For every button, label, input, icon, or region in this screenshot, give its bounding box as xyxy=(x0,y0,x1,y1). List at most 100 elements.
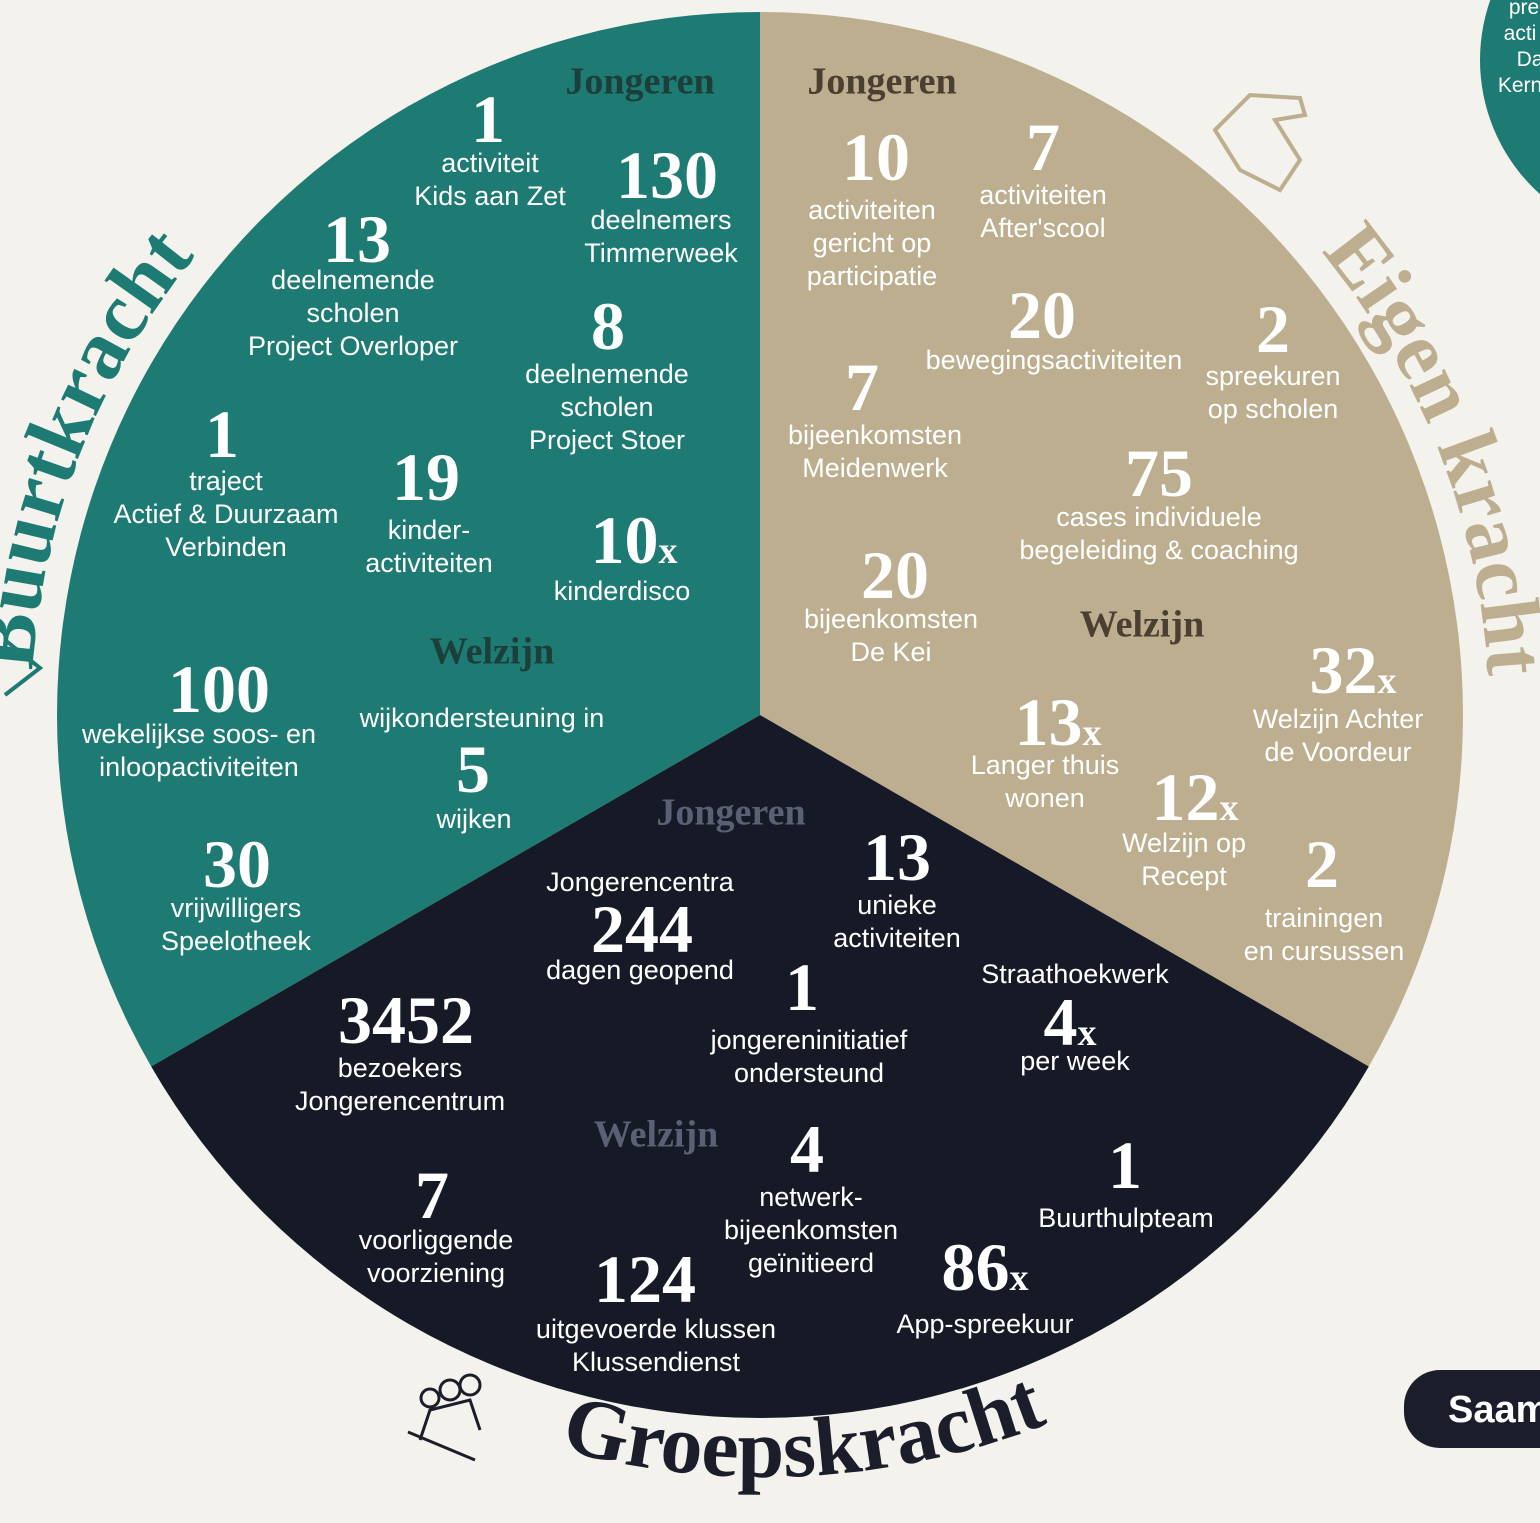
stat-label: bijeenkomsten xyxy=(788,420,962,450)
stat-label: Project Stoer xyxy=(529,425,685,455)
stat-number-value: 3452 xyxy=(338,982,474,1058)
stat-label: Klussendienst xyxy=(572,1347,741,1377)
stat-label: activiteiten xyxy=(833,923,961,953)
stat-number-value: 7 xyxy=(415,1157,449,1233)
section-heading: Welzijn xyxy=(430,631,555,673)
stat-number: 32x xyxy=(1310,632,1397,708)
section-heading: Welzijn xyxy=(594,1114,719,1156)
stat-number: 100 xyxy=(168,651,270,727)
stat-label: participatie xyxy=(807,261,938,291)
stat-number: 7 xyxy=(845,349,879,425)
stat-label: inloopactiviteiten xyxy=(99,752,299,782)
stat-label: per week xyxy=(1020,1046,1130,1076)
stat-label: jongereninitiatief xyxy=(710,1025,908,1055)
section-heading: Jongeren xyxy=(565,61,714,103)
wedge xyxy=(151,715,1369,1418)
stat-number: 19 xyxy=(392,439,460,515)
stat-label: Jongerencentra xyxy=(546,867,735,897)
stat-number-value: 7 xyxy=(1026,109,1060,185)
stat-number-value: 19 xyxy=(392,439,460,515)
stat-label: wonen xyxy=(1004,783,1085,813)
section-heading: Jongeren xyxy=(807,61,956,103)
stat-number: 20 xyxy=(861,537,929,613)
arrow-icon xyxy=(3,638,44,697)
edge-text: acti xyxy=(1504,22,1537,45)
stat-label: gericht op xyxy=(813,228,932,258)
stat-label: After'scool xyxy=(980,213,1105,243)
section-heading: Welzijn xyxy=(1080,604,1205,646)
stat-number-value: 13 xyxy=(323,201,391,277)
stat-number-value: 1 xyxy=(1108,1127,1142,1203)
stat-label: scholen xyxy=(560,392,653,422)
stat-number: 124 xyxy=(594,1241,696,1317)
stat-label: netwerk- xyxy=(759,1182,863,1212)
stat-number: 7 xyxy=(1026,109,1060,185)
stat-label: activiteiten xyxy=(808,195,936,225)
stat-label: kinderdisco xyxy=(554,576,691,606)
stat-label: traject xyxy=(189,466,263,496)
stat-number: 1 xyxy=(205,396,239,472)
stat-label: voorliggende xyxy=(359,1225,514,1255)
stat-number: 13 xyxy=(323,201,391,277)
stat-number-value: 13 xyxy=(1015,684,1083,760)
stat-label: deelnemers xyxy=(590,205,731,235)
stat-number-value: 86 xyxy=(942,1229,1010,1305)
stat-number-value: 2 xyxy=(1305,826,1339,902)
stat-number-value: 7 xyxy=(845,349,879,425)
stat-label: wekelijkse soos- en xyxy=(81,719,316,749)
stat-number-value: 130 xyxy=(616,137,718,213)
stat-label: Meidenwerk xyxy=(802,453,948,483)
arm-icon xyxy=(1212,92,1308,193)
stat-number: 20 xyxy=(1008,277,1076,353)
stat-label: Kids aan Zet xyxy=(414,181,566,211)
stat-number-value: 10 xyxy=(591,502,659,578)
stat-label: cases individuele xyxy=(1056,502,1262,532)
stat-number-value: 20 xyxy=(1008,277,1076,353)
stat-number: 10 xyxy=(842,119,910,195)
stat-label: bijeenkomsten xyxy=(804,604,978,634)
stat-label: begeleiding & coaching xyxy=(1019,535,1298,565)
edge-button xyxy=(1404,1370,1540,1448)
stat-number-value: 10 xyxy=(842,119,910,195)
stat-suffix: x xyxy=(1378,660,1397,702)
wedge xyxy=(56,12,761,1067)
stat-number: 13x xyxy=(1015,684,1102,760)
stat-label: Straathoekwerk xyxy=(981,959,1169,989)
stat-number: 86x xyxy=(942,1229,1029,1305)
stat-number: 1 xyxy=(471,81,505,157)
stat-label: Verbinden xyxy=(165,532,287,562)
stat-number-value: 1 xyxy=(471,81,505,157)
stat-number-value: 12 xyxy=(1152,759,1220,835)
stat-label: De Kei xyxy=(850,637,931,667)
wedge xyxy=(760,12,1463,1067)
stat-suffix: x xyxy=(1078,1012,1097,1054)
stat-number: 2 xyxy=(1256,291,1290,367)
edge-text: pre xyxy=(1509,0,1539,19)
stat-number: 10x xyxy=(591,502,678,578)
stat-number-value: 30 xyxy=(203,826,271,902)
stat-label: Jongerencentrum xyxy=(295,1086,505,1116)
stat-label: trainingen xyxy=(1265,903,1384,933)
stat-label: de Voordeur xyxy=(1264,737,1411,767)
section-heading: Jongeren xyxy=(656,792,805,834)
stat-label: Project Overloper xyxy=(248,331,458,361)
stat-suffix: x xyxy=(659,530,678,572)
stat-number-value: 20 xyxy=(861,537,929,613)
stat-number: 1 xyxy=(785,949,819,1025)
stat-label: uitgevoerde klussen xyxy=(536,1314,776,1344)
stat-number-value: 2 xyxy=(1256,291,1290,367)
stat-label: Buurthulpteam xyxy=(1038,1203,1214,1233)
stat-label: bijeenkomsten xyxy=(724,1215,898,1245)
stat-number-value: 1 xyxy=(785,949,819,1025)
stat-label: kinder- xyxy=(388,515,471,545)
stat-label: voorziening xyxy=(367,1258,505,1288)
stat-label: geïnitieerd xyxy=(748,1248,874,1278)
stat-label: deelnemende xyxy=(525,359,689,389)
stat-label: wijken xyxy=(435,804,511,834)
stat-label: Langer thuis xyxy=(971,750,1120,780)
stat-number-value: 5 xyxy=(456,731,490,807)
stat-number-value: 124 xyxy=(594,1241,696,1317)
stat-label: wijkondersteuning in xyxy=(359,703,605,733)
stat-label: Speelotheek xyxy=(161,926,312,956)
